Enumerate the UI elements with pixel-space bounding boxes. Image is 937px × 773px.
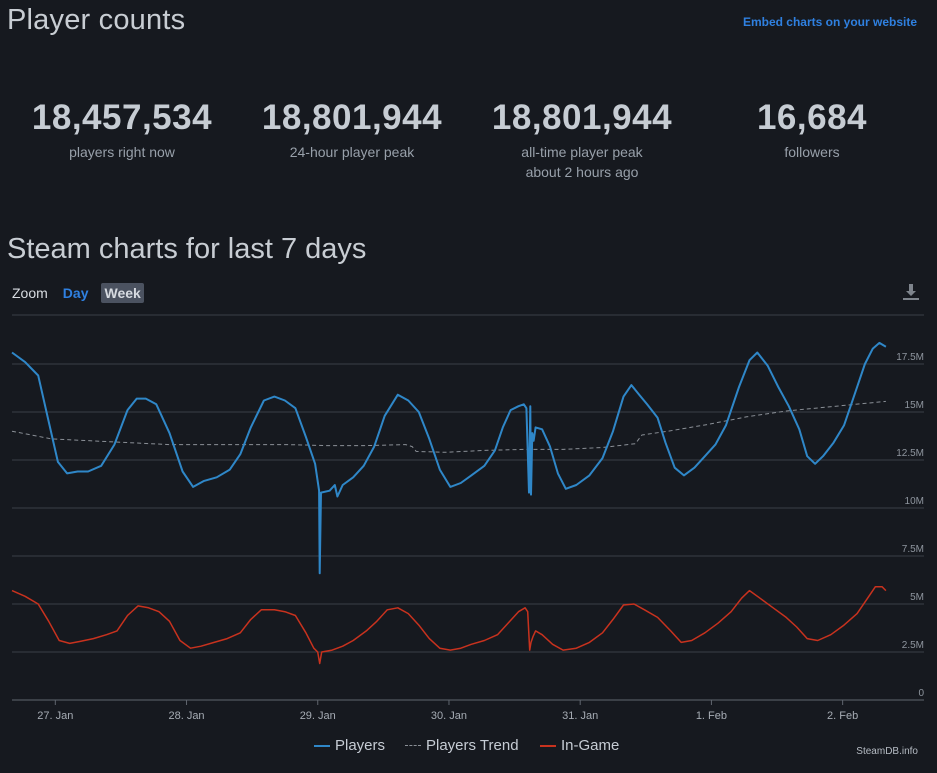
stat-value: 18,801,944 [261,98,443,137]
legend-item-in-game[interactable]: In-Game [540,737,619,754]
chart-series [11,341,887,665]
x-tick-label: 2. Feb [827,710,858,722]
y-tick-label: 15M [905,400,924,411]
stat-followers: 16,684 followers [697,96,927,162]
player-count-chart: 0 2.5M 5M 7.5M 10M 12.5M 15M 17.5M 27. Jan 28. Ja… [11,314,924,722]
stat-24h-peak: 18,801,944 24-hour player peak [237,96,467,162]
y-tick-label: 2.5M [902,640,924,651]
legend-label: Players [335,737,386,754]
stat-players-now: 18,457,534 players right now [7,96,237,162]
page-title: Player counts [7,4,186,36]
stat-label: followers [784,144,840,160]
legend-label: In-Game [561,737,620,754]
zoom-week-button[interactable]: Week [101,283,144,303]
in-game-series-line [11,585,887,665]
stat-value: 16,684 [756,98,868,137]
zoom-label: Zoom [12,285,48,301]
y-tick-label: 17.5M [896,352,924,363]
x-tick-label: 1. Feb [696,710,727,722]
zoom-day-button[interactable]: Day [62,285,89,301]
stat-sublabel: about 2 hours ago [525,164,639,180]
y-tick-label: 7.5M [902,544,924,555]
y-tick-label: 0 [918,688,924,699]
stats-row: 18,457,534 players right now 18,801,944 … [7,96,931,196]
embed-charts-link[interactable]: Embed charts on your website [742,15,917,29]
x-tick-label: 31. Jan [562,710,598,722]
legend-swatch-ingame [540,744,556,747]
y-tick-label: 10M [905,496,924,507]
stat-value: 18,801,944 [491,98,673,137]
x-tick-label: 30. Jan [431,710,467,722]
zoom-bar: Zoom Day Week [12,282,154,304]
steamdb-credit: SteamDB.info [856,746,918,757]
stat-value: 18,457,534 [31,98,213,137]
legend-swatch-players [314,744,330,747]
chart-legend: Players Players Trend In-Game [0,737,937,759]
download-icon[interactable] [901,282,921,302]
stat-all-time-peak: 18,801,944 all-time player peak about 2 … [467,96,697,182]
players-series-line [11,341,887,575]
legend-item-players[interactable]: Players [314,737,385,754]
legend-swatch-trend [405,745,421,746]
x-tick-label: 27. Jan [37,710,73,722]
x-tick-label: 29. Jan [300,710,336,722]
chart-section-title: Steam charts for last 7 days [7,233,367,265]
chart-axes: 0 2.5M 5M 7.5M 10M 12.5M 15M 17.5M 27. Jan 28. Ja… [12,352,924,722]
players-trend-series-line [11,400,886,453]
stat-label: all-time player peak [521,144,643,160]
y-tick-label: 5M [910,592,924,603]
y-tick-label: 12.5M [896,448,924,459]
legend-item-players-trend[interactable]: Players Trend [405,737,519,754]
legend-label: Players Trend [426,737,519,754]
chart-grid [12,314,924,701]
x-tick-label: 28. Jan [168,710,204,722]
stat-label: 24-hour player peak [289,144,415,160]
stat-label: players right now [69,144,175,160]
